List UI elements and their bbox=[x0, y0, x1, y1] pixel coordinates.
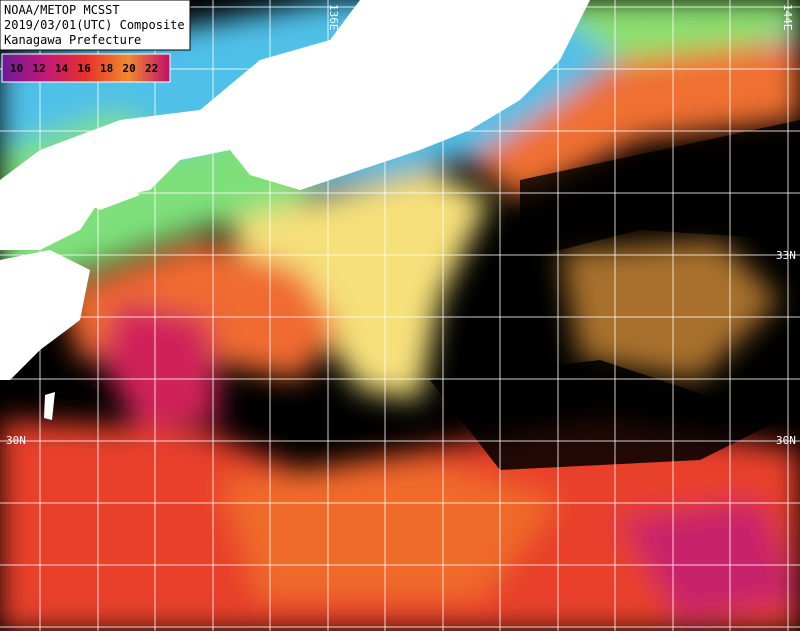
lat-label: 30N bbox=[6, 434, 26, 447]
legend-label: 22 bbox=[145, 62, 158, 75]
legend-label: 18 bbox=[100, 62, 113, 75]
legend-label: 20 bbox=[123, 62, 136, 75]
grid-labels: 136E 144E 33N 30N 30N bbox=[6, 4, 796, 447]
legend-label: 10 bbox=[10, 62, 23, 75]
header-line: Kanagawa Prefecture bbox=[4, 33, 141, 47]
lon-label: 136E bbox=[327, 4, 340, 31]
header-line: NOAA/METOP MCSST bbox=[4, 3, 120, 17]
lat-label: 30N bbox=[776, 434, 796, 447]
lat-label: 33N bbox=[776, 249, 796, 262]
lon-label: 144E bbox=[781, 4, 794, 31]
legend-label: 14 bbox=[55, 62, 69, 75]
legend-label: 12 bbox=[33, 62, 46, 75]
header-line: 2019/03/01(UTC) Composite bbox=[4, 18, 185, 32]
color-scale bbox=[1, 53, 171, 83]
legend-label: 16 bbox=[78, 62, 92, 75]
info-box: NOAA/METOP MCSST 2019/03/01(UTC) Composi… bbox=[0, 0, 191, 83]
